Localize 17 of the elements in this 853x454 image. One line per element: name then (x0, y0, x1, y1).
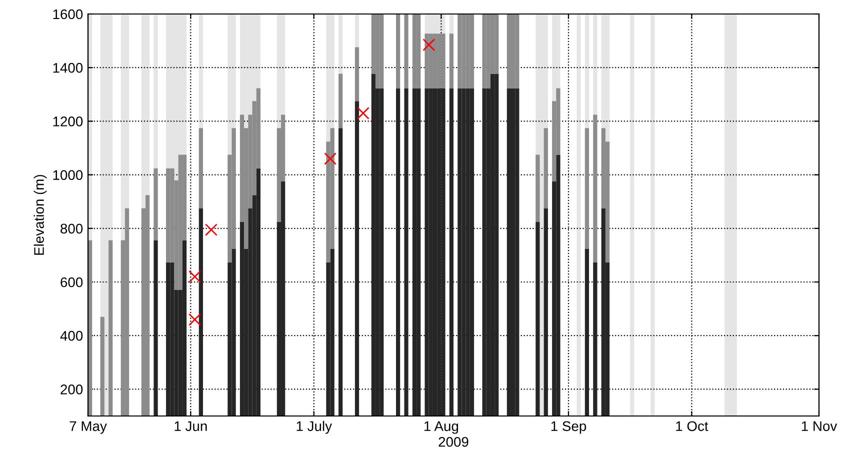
y-tick-label: 400 (60, 330, 83, 341)
y-tick-label: 1600 (53, 9, 83, 20)
y-tick-label: 800 (60, 224, 83, 234)
x-tick-label: 1 Aug (424, 421, 458, 434)
x-tick-label: 1 Jun (174, 421, 207, 432)
x-tick-label: 1 Oct (676, 421, 708, 432)
y-tick-label: 200 (60, 384, 83, 394)
x-tick-label: 1 July (296, 420, 332, 434)
x-tick-label: 1 Sep (551, 421, 586, 434)
y-axis-title: Elevation (m) (34, 174, 47, 255)
x-tick-label: 7 May (70, 421, 107, 434)
x-axis-title: 2009 (438, 436, 468, 447)
y-tick-label: 600 (60, 277, 83, 288)
y-tick-label: 1000 (53, 170, 83, 180)
x-tick-label: 1 Nov (802, 421, 838, 432)
y-tick-label: 1400 (53, 62, 83, 73)
y-tick-label: 1200 (53, 116, 83, 126)
